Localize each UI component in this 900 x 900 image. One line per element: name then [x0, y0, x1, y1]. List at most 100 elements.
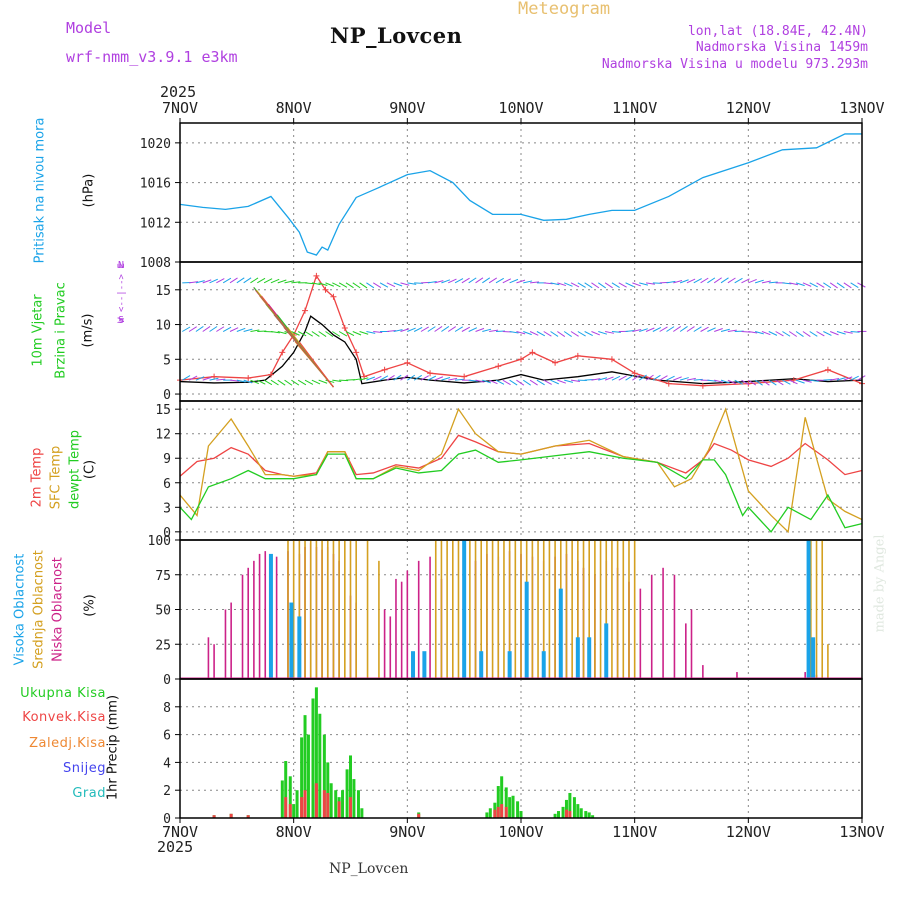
bar-precip-1	[496, 806, 500, 818]
bar-precip-0	[284, 761, 288, 818]
bar-clouds-2	[575, 637, 580, 679]
year-top: 2025	[160, 83, 197, 101]
bar-clouds-1	[315, 540, 318, 679]
bar-precip-0	[587, 812, 591, 818]
bar-clouds-1	[326, 540, 329, 679]
bar-clouds-1	[309, 540, 312, 679]
xtick-top-label: 10NOV	[498, 99, 543, 117]
wind-barb-row_low	[850, 375, 859, 381]
bar-clouds-1	[452, 540, 454, 679]
bar-clouds-0	[224, 609, 227, 679]
wind-barb-row_low	[502, 379, 511, 386]
wind-barb-row_mid	[338, 331, 348, 337]
bar-precip-1	[300, 797, 304, 818]
bar-clouds-1	[338, 540, 340, 679]
bar-precip-0	[553, 813, 557, 818]
wind-barb-row_top	[782, 282, 792, 285]
wind-barb-row_mid	[352, 331, 362, 336]
ytick-label-temperature: 9	[163, 452, 171, 467]
bar-clouds-1	[497, 540, 500, 679]
wind-barb-row_top	[441, 279, 451, 284]
bar-clouds-1	[304, 540, 306, 679]
wind-unit: (m/s)	[80, 313, 96, 348]
bar-clouds-0	[383, 609, 386, 679]
wind-barb-row_mid	[557, 331, 566, 337]
wind-barb-row_top	[311, 282, 321, 286]
wind-barb-row_mid	[570, 331, 579, 337]
gust-marker	[245, 375, 252, 382]
gust-marker	[341, 325, 348, 332]
wind-barb-row_low	[420, 375, 430, 381]
model-label: Model	[66, 19, 112, 37]
wind-barb-row_top	[700, 277, 709, 284]
wind-barb-row_low	[229, 379, 240, 382]
gust-marker	[699, 382, 706, 389]
ytick-label-wind: 15	[155, 284, 171, 299]
wind-barb-row_top	[707, 277, 716, 284]
wind-barb-row_top	[639, 282, 649, 286]
wind-barb-row_top	[222, 277, 232, 284]
wind-barb-row_low	[182, 375, 191, 381]
wind-barb-row_top	[229, 277, 238, 284]
wind-barb-row_mid	[270, 331, 280, 334]
gust-marker	[381, 366, 388, 373]
bar-precip-1	[337, 801, 341, 818]
wind-barb-row_mid	[686, 326, 695, 332]
wind-barb-row_mid	[420, 326, 429, 332]
bar-precip-0	[564, 799, 568, 818]
bar-clouds-1	[440, 540, 443, 679]
wind-barb-row_low	[379, 375, 389, 381]
wind-barb-row_low	[455, 378, 465, 381]
wind-barb-row_top	[209, 278, 218, 284]
wind-barb-row_mid	[755, 331, 764, 335]
wind-barb-row_low	[318, 379, 328, 384]
bar-clouds-0	[264, 551, 267, 679]
bar-clouds-0	[662, 567, 664, 679]
xtick-bottom-label: 12NOV	[726, 823, 771, 841]
bar-precip-0	[591, 815, 595, 818]
model-name: wrf-nmm_v3.9.1 e3km	[66, 48, 238, 66]
wind-barb-row_mid	[454, 326, 464, 332]
wind-barb-row_low	[297, 379, 307, 386]
wind-barb-row_mid	[277, 331, 287, 335]
wind-barb-row_mid	[441, 326, 450, 332]
wind-barb-row_low	[598, 377, 608, 381]
bar-clouds-2	[422, 651, 427, 679]
wind-barb-row_mid	[761, 331, 771, 336]
gust-marker	[529, 349, 536, 356]
wind-barb-row_low	[400, 374, 409, 381]
bar-clouds-0	[406, 570, 409, 679]
wind-barb-row_low	[236, 379, 246, 383]
wind-barb-row_top	[673, 280, 683, 284]
xtick-top-label: 9NOV	[389, 99, 425, 117]
ytick-label-precip: 4	[163, 756, 171, 771]
bar-clouds-0	[673, 574, 676, 679]
wind-barb-row_low	[707, 379, 717, 382]
wind-barb-row_mid	[632, 329, 642, 332]
bar-clouds-0	[258, 553, 261, 679]
wind-barb-row_mid	[714, 328, 723, 332]
wind-barb-row_low	[638, 374, 647, 381]
wind-barb-row_top	[761, 280, 771, 284]
wind-barb-row_low	[257, 379, 266, 385]
wind-barb-row_low	[270, 379, 279, 386]
bar-clouds-1	[508, 540, 511, 679]
wind-barb-row_low	[509, 379, 518, 386]
bar-clouds-0	[417, 560, 420, 679]
bar-precip-1	[246, 815, 250, 818]
wind-barb-row_mid	[202, 326, 211, 332]
bar-precip-0	[485, 812, 489, 818]
bar-clouds-2	[297, 616, 302, 679]
wind-barb-row_top	[802, 282, 812, 287]
gust-marker	[631, 370, 638, 377]
wind-barb-row_low	[754, 379, 763, 386]
bar-clouds-0	[395, 578, 397, 679]
wind-barb-row_mid	[707, 327, 716, 332]
wind-barb-row_low	[748, 379, 757, 386]
wind-barb-row_top	[270, 278, 280, 284]
wind-barb-row_mid	[782, 331, 791, 337]
bar-precip-0	[352, 779, 356, 818]
wind-barb-row_low	[618, 375, 627, 381]
bar-precip-0	[326, 762, 330, 818]
wind-barb-row_top	[564, 282, 573, 287]
